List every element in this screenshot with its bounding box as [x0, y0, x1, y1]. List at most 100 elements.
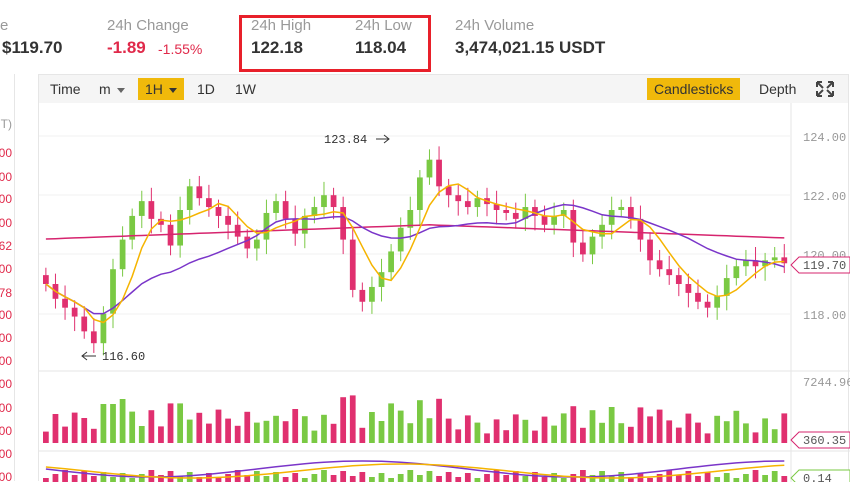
orderbook-price[interactable]: 000 — [0, 262, 12, 276]
indicator-bar — [301, 478, 308, 482]
indicator-bar — [225, 474, 231, 482]
ma-slow-line — [45, 224, 785, 240]
orderbook-price[interactable]: 000 — [0, 401, 12, 415]
volume-bar — [206, 423, 212, 443]
candle-body — [244, 236, 251, 249]
orderbook-price[interactable]: 78 — [0, 286, 12, 300]
indicator-bar — [397, 474, 404, 482]
candle-body — [158, 218, 164, 225]
indicator-bar — [541, 477, 548, 482]
volume-bar — [397, 410, 404, 443]
volume-bar — [522, 419, 529, 443]
orderbook-price[interactable]: 000 — [0, 331, 12, 345]
orderbook-price[interactable]: 000 — [0, 424, 12, 438]
candle-body — [407, 210, 414, 228]
volume-bar — [637, 407, 644, 443]
orderbook-price[interactable]: 000 — [0, 146, 12, 160]
volume-bar — [484, 433, 490, 443]
indicator-bar — [627, 477, 634, 482]
candle-body — [330, 195, 337, 208]
interval-minutes-dropdown[interactable]: m — [92, 78, 132, 100]
indicator-bar — [493, 470, 500, 482]
candle-body — [752, 260, 759, 267]
candle-body — [369, 286, 375, 302]
volume-bar — [359, 427, 366, 443]
candlesticks-tab[interactable]: Candlesticks — [647, 78, 741, 100]
indicator-bar — [522, 476, 529, 482]
orderbook-price[interactable]: 000 — [0, 354, 12, 368]
interval-1h-dropdown[interactable]: 1H — [138, 78, 184, 100]
current-price-label: 119.70 — [803, 259, 846, 273]
chart-toolbar: Time m 1H 1D 1W Candlesticks Depth — [39, 75, 848, 103]
ma-mid-line — [45, 203, 785, 315]
interval-1w-button[interactable]: 1W — [235, 81, 256, 97]
interval-time-button[interactable]: Time — [50, 81, 81, 97]
candle-body — [704, 301, 711, 308]
chevron-down-icon — [168, 87, 177, 93]
indicator-bar — [589, 475, 596, 482]
candle-body — [656, 260, 663, 270]
volume-bar — [196, 412, 203, 443]
indicator-bar — [148, 470, 155, 482]
candle-body — [301, 215, 308, 234]
volume-bar — [560, 413, 567, 443]
arrow-right-icon — [376, 134, 390, 144]
volume-bar — [43, 431, 49, 443]
volume-bar — [733, 410, 740, 443]
indicator-bar — [436, 476, 442, 482]
indicator-bar — [81, 471, 88, 482]
orderbook-price[interactable]: 000 — [0, 192, 12, 206]
change-value: -1.89 — [107, 38, 146, 57]
indicator-bar — [340, 471, 347, 482]
volume-bar — [656, 409, 663, 443]
candle-body — [541, 215, 548, 225]
candle-body — [493, 204, 500, 210]
candle-body — [148, 201, 155, 219]
indicator-bar — [426, 471, 433, 482]
candle-body — [580, 242, 586, 255]
min-annotation: 116.60 — [102, 350, 145, 364]
last-price-label: e — [0, 17, 9, 34]
price-tick: 124.00 — [803, 131, 846, 145]
volume-bar — [647, 416, 653, 443]
candle-body — [397, 227, 404, 252]
indicator-bar — [158, 475, 164, 482]
volume-bar — [781, 413, 788, 443]
candle-body — [560, 210, 567, 216]
volume-bar — [292, 409, 299, 443]
candle-body — [177, 210, 184, 246]
orderbook-price[interactable]: 000 — [0, 447, 12, 461]
indicator-bar — [62, 470, 68, 482]
orderbook-price[interactable]: 000 — [0, 308, 12, 322]
volume-bar — [503, 430, 510, 443]
indicator-bar — [253, 471, 260, 482]
volume-bar — [244, 411, 251, 443]
indicator-line-yellow — [45, 463, 785, 479]
candle-body — [771, 257, 778, 261]
candle-body — [589, 236, 596, 255]
volume-bar — [570, 406, 577, 443]
depth-tab[interactable]: Depth — [759, 81, 797, 97]
candlestick-chart[interactable]: 123.84 116.60 124.00 122.00 120.00 118.0… — [39, 103, 850, 482]
indicator-bar — [43, 478, 49, 482]
volume-bar — [177, 403, 184, 443]
volume-bar — [167, 403, 174, 443]
interval-1d-button[interactable]: 1D — [197, 81, 215, 97]
interval-minutes-label: m — [99, 81, 111, 97]
volume-bar — [263, 420, 270, 443]
orderbook-price[interactable]: 000 — [0, 377, 12, 391]
orderbook-price[interactable]: 000 — [0, 170, 12, 184]
volume-bar — [330, 423, 337, 443]
indicator-bar — [512, 471, 519, 482]
volume-bar — [714, 415, 721, 443]
volume-bar — [90, 428, 97, 443]
expand-icon[interactable] — [811, 78, 839, 100]
indicator-bar — [186, 472, 193, 482]
orderbook-price[interactable]: 62 — [0, 239, 12, 253]
orderbook-price[interactable]: 000 — [0, 216, 12, 230]
candle-body — [292, 218, 299, 234]
volume-bar — [81, 418, 88, 443]
volume-bar — [234, 425, 241, 443]
indicator-bar — [733, 478, 740, 482]
orderbook-price[interactable]: 000 — [0, 470, 12, 484]
